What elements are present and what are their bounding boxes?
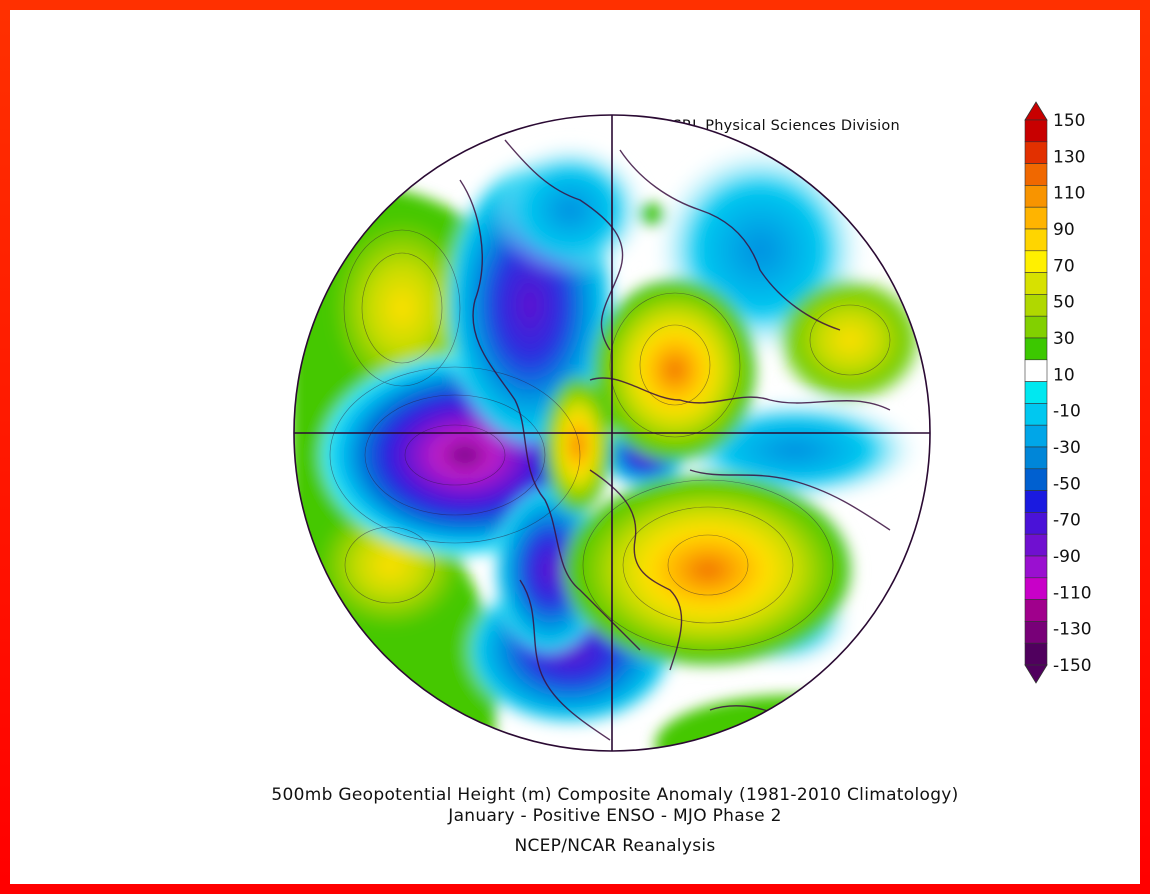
colorbar-cell: [1024, 533, 1048, 557]
colorbar-tick-label: -150: [1053, 656, 1092, 676]
polar-anomaly-map: [293, 114, 931, 752]
colorbar-cell: [1024, 381, 1048, 404]
colorbar-top-arrow: [1024, 101, 1048, 121]
colorbar-tick-label: -110: [1053, 583, 1092, 603]
colorbar-tick-label: -10: [1053, 402, 1081, 422]
colorbar-cell: [1024, 119, 1048, 143]
caption-title: 500mb Geopotential Height (m) Composite …: [271, 785, 959, 805]
colorbar-tick-label: 90: [1053, 220, 1075, 240]
colorbar-cell: [1024, 228, 1048, 252]
colorbar-tick-label: 110: [1053, 184, 1085, 204]
colorbar-tick-label: 50: [1053, 293, 1075, 313]
colorbar-cell: [1024, 337, 1048, 361]
colorbar-tick-label: 30: [1053, 329, 1075, 349]
colorbar-cell: [1024, 642, 1048, 666]
colorbar-cell: [1024, 577, 1048, 600]
colorbar-tick-label: 150: [1053, 111, 1085, 131]
colorbar-cell: [1024, 424, 1048, 448]
colorbar-cell: [1024, 512, 1048, 535]
colorbar-cell: [1024, 163, 1048, 186]
colorbar-cell: [1024, 359, 1048, 382]
colorbar-tick-label: -130: [1053, 620, 1092, 640]
colorbar-cell: [1024, 185, 1048, 208]
colorbar-tick-label: 70: [1053, 256, 1075, 276]
colorbar-cell: [1024, 621, 1048, 644]
colorbar-cell: [1024, 206, 1048, 230]
colorbar-tick-label: -70: [1053, 511, 1081, 531]
colorbar-tick-label: -30: [1053, 438, 1081, 458]
colorbar-cell: [1024, 599, 1048, 622]
colorbar-tick-label: 130: [1053, 147, 1085, 167]
caption-subtitle: January - Positive ENSO - MJO Phase 2: [448, 806, 782, 826]
colorbar-cell: [1024, 315, 1048, 339]
colorbar-cell: [1024, 403, 1048, 426]
colorbar-tick-label: -90: [1053, 547, 1081, 567]
colorbar-cell: [1024, 294, 1048, 317]
colorbar-cell: [1024, 446, 1048, 470]
colorbar-cell: [1024, 468, 1048, 491]
colorbar-tick-label: 10: [1053, 365, 1075, 385]
colorbar-cell: [1024, 141, 1048, 164]
colorbar-cell: [1024, 490, 1048, 513]
colorbar-cell: [1024, 272, 1048, 295]
colorbar: 150 130 110 90 70 50 30 10 -10 -30 -50 -70 -90 -110 -1…: [1024, 101, 1092, 684]
colorbar-tick-label: -50: [1053, 474, 1081, 494]
colorbar-cell: [1024, 250, 1048, 273]
caption-source: NCEP/NCAR Reanalysis: [514, 836, 716, 856]
colorbar-bottom-arrow: [1024, 664, 1048, 684]
colorbar-cell: [1024, 555, 1048, 579]
